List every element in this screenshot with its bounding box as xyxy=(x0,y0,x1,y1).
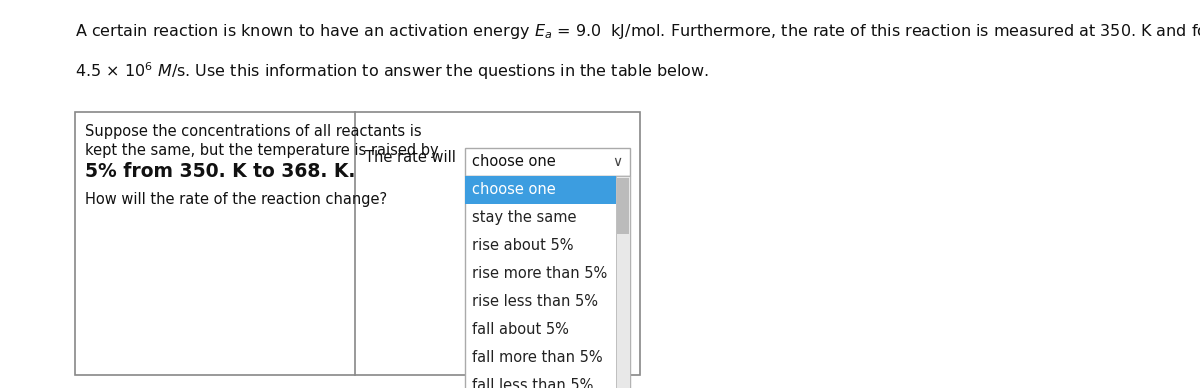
Text: A certain reaction is known to have an activation energy $E_a$ = 9.0  kJ/mol. Fu: A certain reaction is known to have an a… xyxy=(74,22,1200,41)
Text: choose one: choose one xyxy=(472,182,556,197)
Text: choose one: choose one xyxy=(472,154,556,169)
Text: fall less than 5%: fall less than 5% xyxy=(472,378,593,388)
Bar xyxy=(616,176,630,388)
Text: The rate will: The rate will xyxy=(365,150,456,165)
Bar xyxy=(466,176,630,388)
Bar xyxy=(466,176,616,204)
Text: 4.5 $\times$ 10$^{6}$ $M$/s. Use this information to answer the questions in the: 4.5 $\times$ 10$^{6}$ $M$/s. Use this in… xyxy=(74,60,709,82)
Text: How will the rate of the reaction change?: How will the rate of the reaction change… xyxy=(85,192,388,208)
Text: kept the same, but the temperature is raised by: kept the same, but the temperature is ra… xyxy=(85,143,439,158)
Text: 5% from 350. K to 368. K.: 5% from 350. K to 368. K. xyxy=(85,162,355,181)
Text: fall about 5%: fall about 5% xyxy=(472,322,569,337)
Text: Suppose the concentrations of all reactants is: Suppose the concentrations of all reacta… xyxy=(85,124,421,139)
Text: fall more than 5%: fall more than 5% xyxy=(472,350,602,365)
Bar xyxy=(466,148,630,176)
Bar xyxy=(74,112,640,375)
Text: rise about 5%: rise about 5% xyxy=(472,238,574,253)
Text: ∨: ∨ xyxy=(612,155,622,169)
Text: rise more than 5%: rise more than 5% xyxy=(472,266,607,281)
Text: rise less than 5%: rise less than 5% xyxy=(472,294,598,309)
Text: stay the same: stay the same xyxy=(472,210,576,225)
Bar xyxy=(617,178,629,234)
